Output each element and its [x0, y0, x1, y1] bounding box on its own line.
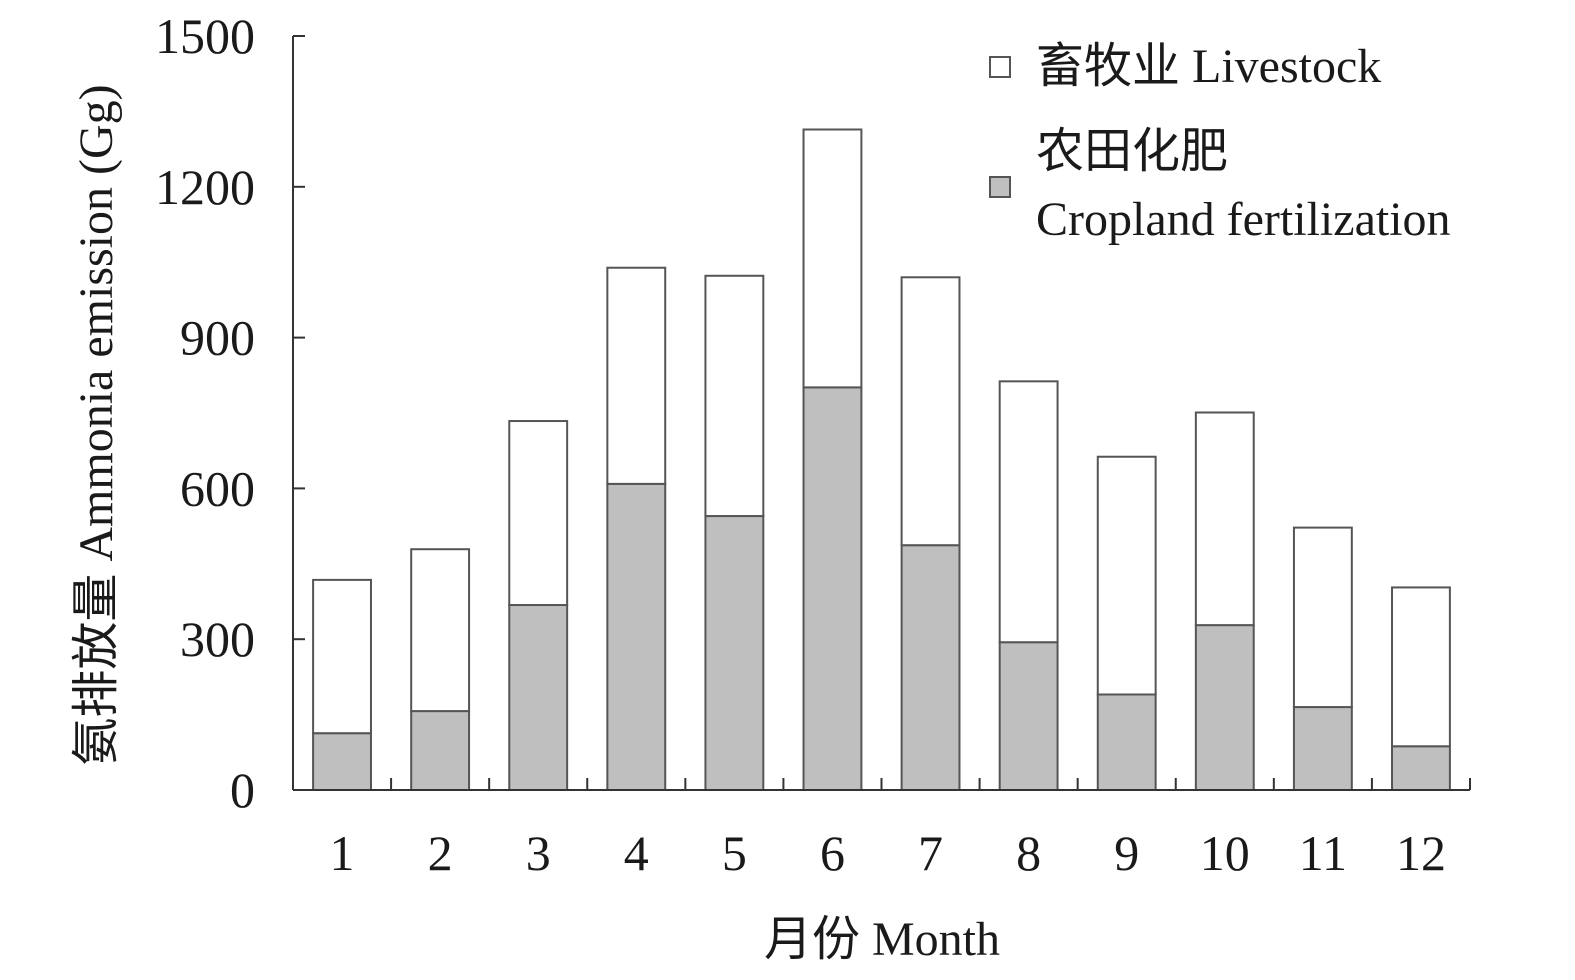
x-tick-label: 2 — [428, 825, 453, 881]
x-tick-label: 9 — [1114, 825, 1139, 881]
bar-livestock — [410, 548, 471, 713]
bar-livestock — [1096, 455, 1157, 696]
bars-layer — [312, 128, 1451, 792]
x-tick-label: 10 — [1200, 825, 1250, 881]
bar-cropland-fertilization — [900, 544, 961, 792]
y-axis-title: 氨排放量 Ammonia emission (Gg) — [70, 84, 123, 765]
bar-livestock — [900, 276, 961, 547]
bar-cropland-fertilization — [802, 386, 863, 791]
x-tick-label: 5 — [722, 825, 747, 881]
x-tick-label: 7 — [918, 825, 943, 881]
bar-cropland-fertilization — [1194, 624, 1255, 791]
legend-swatch-cropland — [989, 176, 1011, 198]
bar-cropland-fertilization — [312, 732, 372, 792]
y-tick-label: 600 — [180, 460, 255, 516]
y-tick-label: 1200 — [155, 159, 255, 215]
x-axis-ticks: 1 2 3 4 5 6 7 8 9 10 11 12 — [292, 778, 1471, 881]
x-axis-title: 月份 Month — [764, 913, 1000, 966]
bar-cropland-fertilization — [998, 641, 1059, 791]
y-tick-label: 900 — [180, 310, 255, 366]
y-axis-ticks: 0 300 600 900 1200 1500 — [155, 8, 305, 818]
y-tick-label: 1500 — [155, 8, 255, 64]
bar-livestock — [606, 266, 667, 485]
y-tick-label: 300 — [180, 611, 255, 667]
bar-livestock — [508, 420, 569, 607]
bar-cropland-fertilization — [606, 482, 667, 791]
bar-cropland-fertilization — [1292, 706, 1353, 791]
y-tick-label: 0 — [230, 762, 255, 818]
x-tick-label: 4 — [624, 825, 649, 881]
bar-cropland-fertilization — [410, 710, 471, 792]
x-tick-label: 12 — [1396, 825, 1446, 881]
bar-livestock — [704, 274, 765, 518]
x-tick-label: 8 — [1016, 825, 1041, 881]
bar-cropland-fertilization — [1391, 745, 1451, 792]
x-tick-label: 11 — [1299, 825, 1347, 881]
x-tick-label: 6 — [820, 825, 845, 881]
legend-label-livestock: 畜牧业 Livestock — [1036, 40, 1381, 93]
bar-livestock — [1194, 411, 1255, 627]
bar-livestock — [998, 380, 1059, 644]
bar-livestock — [802, 128, 863, 389]
bar-cropland-fertilization — [1096, 693, 1157, 792]
legend-label-cropland-line2: Cropland fertilization — [1036, 193, 1451, 246]
bar-cropland-fertilization — [704, 515, 765, 792]
legend-label-cropland-line1: 农田化肥 — [1036, 125, 1228, 178]
x-tick-label: 3 — [526, 825, 551, 881]
legend: 畜牧业 Livestock 农田化肥 Cropland fertilization — [989, 40, 1451, 246]
bar-cropland-fertilization — [508, 604, 569, 792]
legend-swatch-livestock — [989, 56, 1011, 78]
x-tick-label: 1 — [330, 825, 355, 881]
bar-livestock — [1292, 526, 1353, 709]
bar-livestock — [1391, 586, 1451, 748]
bar-livestock — [312, 578, 372, 735]
